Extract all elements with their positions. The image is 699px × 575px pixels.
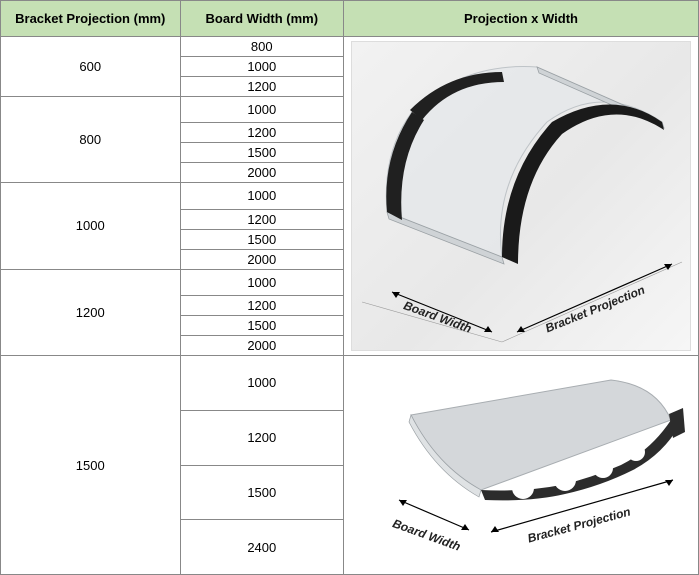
projection-cell: 600 — [1, 37, 181, 97]
width-cell: 1200 — [180, 296, 343, 316]
illustration-cell-2: Board Width Bracket Projection — [344, 356, 699, 575]
width-cell: 1500 — [180, 465, 343, 520]
width-cell: 2400 — [180, 520, 343, 575]
width-cell: 1200 — [180, 77, 343, 97]
width-cell: 1200 — [180, 209, 343, 229]
projection-cell: 1000 — [1, 183, 181, 269]
table-row: 600 800 — [1, 37, 699, 57]
canopy-svg-2 — [351, 360, 691, 570]
projection-cell: 800 — [1, 97, 181, 183]
projection-cell: 1200 — [1, 269, 181, 355]
width-cell: 1000 — [180, 97, 343, 123]
width-cell: 1000 — [180, 57, 343, 77]
table-row: 1500 1000 — [1, 356, 699, 411]
width-cell: 1200 — [180, 410, 343, 465]
width-cell: 2000 — [180, 249, 343, 269]
dimensions-table: Bracket Projection (mm) Board Width (mm)… — [0, 0, 699, 575]
header-projection: Bracket Projection (mm) — [1, 1, 181, 37]
canopy-illustration-1: Board Width Bracket Projection — [351, 41, 691, 351]
projection-cell: 1500 — [1, 356, 181, 575]
width-cell: 1500 — [180, 316, 343, 336]
width-cell: 1000 — [180, 356, 343, 411]
width-cell: 1500 — [180, 143, 343, 163]
width-cell: 2000 — [180, 163, 343, 183]
header-illustration: Projection x Width — [344, 1, 699, 37]
width-cell: 1500 — [180, 229, 343, 249]
width-cell: 2000 — [180, 336, 343, 356]
illustration-cell-1: Board Width Bracket Projection — [344, 37, 699, 356]
width-cell: 800 — [180, 37, 343, 57]
width-cell: 1000 — [180, 183, 343, 209]
width-cell: 1200 — [180, 123, 343, 143]
canopy-illustration-2: Board Width Bracket Projection — [351, 360, 691, 570]
width-cell: 1000 — [180, 269, 343, 295]
header-width: Board Width (mm) — [180, 1, 343, 37]
